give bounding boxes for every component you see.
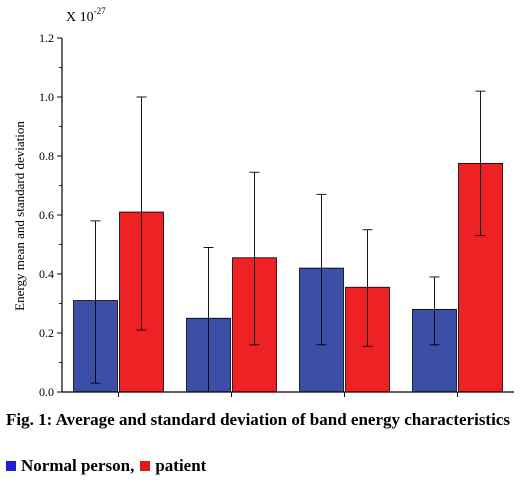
- y-tick-label: 0.8: [39, 149, 54, 163]
- y-axis-label: Energy mean and standard deviation: [12, 121, 27, 311]
- chart-marks: [73, 90, 503, 393]
- axis-scale-label: X 10-27: [66, 6, 106, 25]
- y-tick-label: 0.4: [39, 267, 54, 281]
- legend-item-normal: Normal person,: [6, 456, 134, 476]
- legend-label-patient: patient: [155, 456, 207, 475]
- y-tick-label: 0.0: [39, 385, 54, 399]
- figure-caption: Fig. 1: Average and standard deviation o…: [6, 410, 510, 429]
- legend-label-normal: Normal person,: [21, 456, 135, 475]
- legend-swatch-patient: [140, 461, 151, 471]
- legend-item-patient: patient: [140, 456, 206, 476]
- chart-axes: 0.0 0.2 0.4 0.6 0.8 1.0 1.2: [39, 31, 514, 399]
- y-tick-label: 0.6: [39, 208, 54, 222]
- legend: Normal person, patient: [6, 456, 206, 476]
- axis-scale-base: X 10: [66, 10, 94, 25]
- legend-swatch-normal: [6, 461, 16, 471]
- bar-chart: 0.0 0.2 0.4 0.6 0.8 1.0 1.2 Energy mean and st…: [12, 6, 514, 399]
- y-tick-label: 1.2: [39, 31, 54, 45]
- axis-scale-exponent: -27: [94, 6, 106, 16]
- y-tick-label: 1.0: [39, 90, 54, 104]
- y-tick-label: 0.2: [39, 326, 54, 340]
